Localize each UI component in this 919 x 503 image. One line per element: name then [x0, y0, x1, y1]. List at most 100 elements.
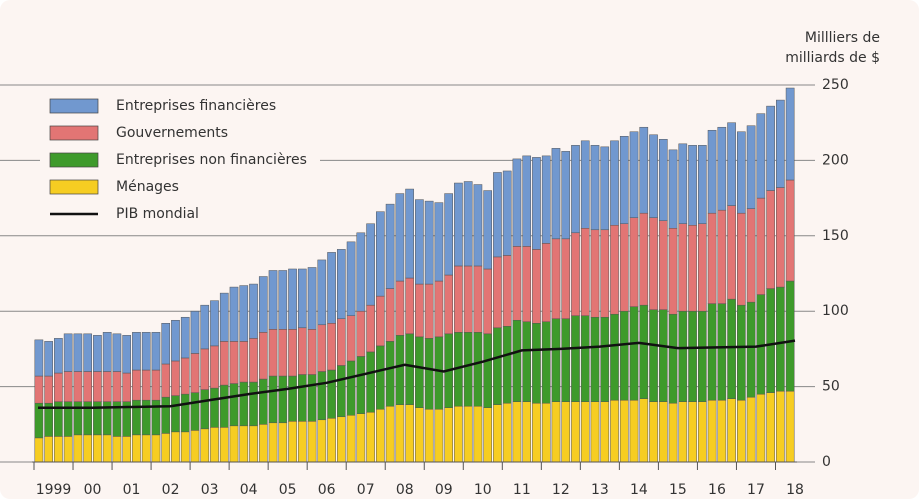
bar-segment [522, 401, 532, 463]
bar-segment [619, 136, 629, 224]
x-tick-label: 03 [201, 482, 219, 498]
bar-segment [463, 181, 473, 267]
bar-segment [707, 399, 717, 463]
bar-segment [405, 277, 414, 335]
bar-segment [649, 134, 658, 218]
bar-segment [219, 384, 229, 428]
bar-segment [619, 399, 629, 463]
bar-segment [551, 238, 561, 319]
bar-segment [278, 422, 288, 463]
bar-segment [132, 369, 141, 401]
bar-segment [102, 332, 112, 372]
x-tick-label: 1999 [36, 482, 72, 498]
bar-segment [102, 434, 112, 463]
bar-segment [776, 99, 785, 188]
bar-segment [112, 371, 122, 402]
bar-segment [502, 326, 512, 404]
bar-segment [707, 212, 717, 304]
bar-segment [678, 143, 688, 224]
bar-segment [424, 408, 434, 463]
bar-segment [405, 333, 414, 405]
bar-segment [600, 146, 610, 231]
bar-segment [122, 372, 132, 402]
bar-segment [502, 255, 512, 327]
bar-segment [249, 425, 258, 463]
bar-segment [658, 309, 668, 402]
bar-segment [580, 315, 590, 402]
bar-segment [376, 408, 385, 463]
bar-segment [376, 211, 385, 297]
x-tick-label: 05 [279, 482, 297, 498]
bar-segment [190, 310, 200, 354]
legend-label: PIB mondial [116, 206, 199, 222]
bar-segment [502, 402, 512, 463]
bar-segment [239, 381, 249, 427]
x-tick-label: 12 [552, 482, 570, 498]
bar-segment [54, 436, 63, 463]
x-tick-label: 18 [786, 482, 804, 498]
bar-segment [737, 304, 746, 401]
x-tick-label: 04 [240, 482, 258, 498]
y-axis-label: Millliers de [805, 30, 880, 46]
bar-segment [171, 360, 180, 396]
legend-swatch [49, 179, 99, 195]
bar-segment [200, 389, 210, 430]
bar-segment [649, 217, 658, 310]
bar-segment [395, 335, 405, 405]
bar-segment [571, 401, 580, 463]
legend-swatch [49, 125, 99, 141]
bar-segment [424, 283, 434, 339]
bar-segment [268, 329, 278, 377]
bar-segment [727, 122, 736, 206]
bar-segment [541, 243, 551, 323]
bar-segment [512, 401, 522, 463]
bar-segment [327, 252, 336, 324]
bar-segment [483, 190, 493, 270]
bar-segment [307, 267, 317, 330]
bar-segment [307, 374, 317, 422]
bar-segment [571, 315, 580, 402]
bar-segment [415, 283, 424, 338]
bar-segment [737, 212, 746, 306]
bar-segment [463, 332, 473, 407]
bar-segment [317, 324, 327, 372]
bar-segment [493, 327, 502, 405]
y-tick-label: 150 [822, 228, 849, 244]
bar-segment [454, 405, 463, 463]
bar-segment [766, 190, 775, 289]
bar-segment [766, 392, 775, 463]
legend-label: Gouvernements [116, 125, 228, 141]
bar-segment [83, 434, 92, 463]
bar-segment [258, 424, 268, 463]
y-tick-label: 250 [822, 77, 849, 93]
bar-segment [629, 399, 639, 463]
bar-segment [610, 399, 619, 463]
bar-segment [34, 339, 44, 377]
bar-segment [541, 155, 551, 244]
bar-segment [688, 401, 697, 463]
bar-segment [639, 398, 649, 463]
bar-segment [658, 220, 668, 310]
bar-segment [434, 280, 444, 338]
x-tick-label: 00 [84, 482, 102, 498]
bar-segment [629, 217, 639, 307]
bar-segment [580, 140, 590, 229]
bar-segment [63, 371, 73, 402]
bar-segment [434, 202, 444, 282]
bar-segment [229, 425, 239, 463]
bar-segment [151, 434, 161, 463]
bar-segment [697, 401, 707, 463]
bar-segment [571, 145, 580, 234]
bar-segment [532, 323, 541, 404]
bar-segment [639, 212, 649, 306]
bar-segment [356, 232, 366, 312]
bar-segment [717, 126, 727, 211]
bar-segment [278, 270, 288, 330]
bar-segment [327, 418, 336, 463]
bar-segment [356, 413, 366, 463]
bar-segment [512, 246, 522, 321]
bar-segment [405, 188, 414, 279]
bar-segment [132, 332, 141, 371]
bar-segment [629, 306, 639, 401]
